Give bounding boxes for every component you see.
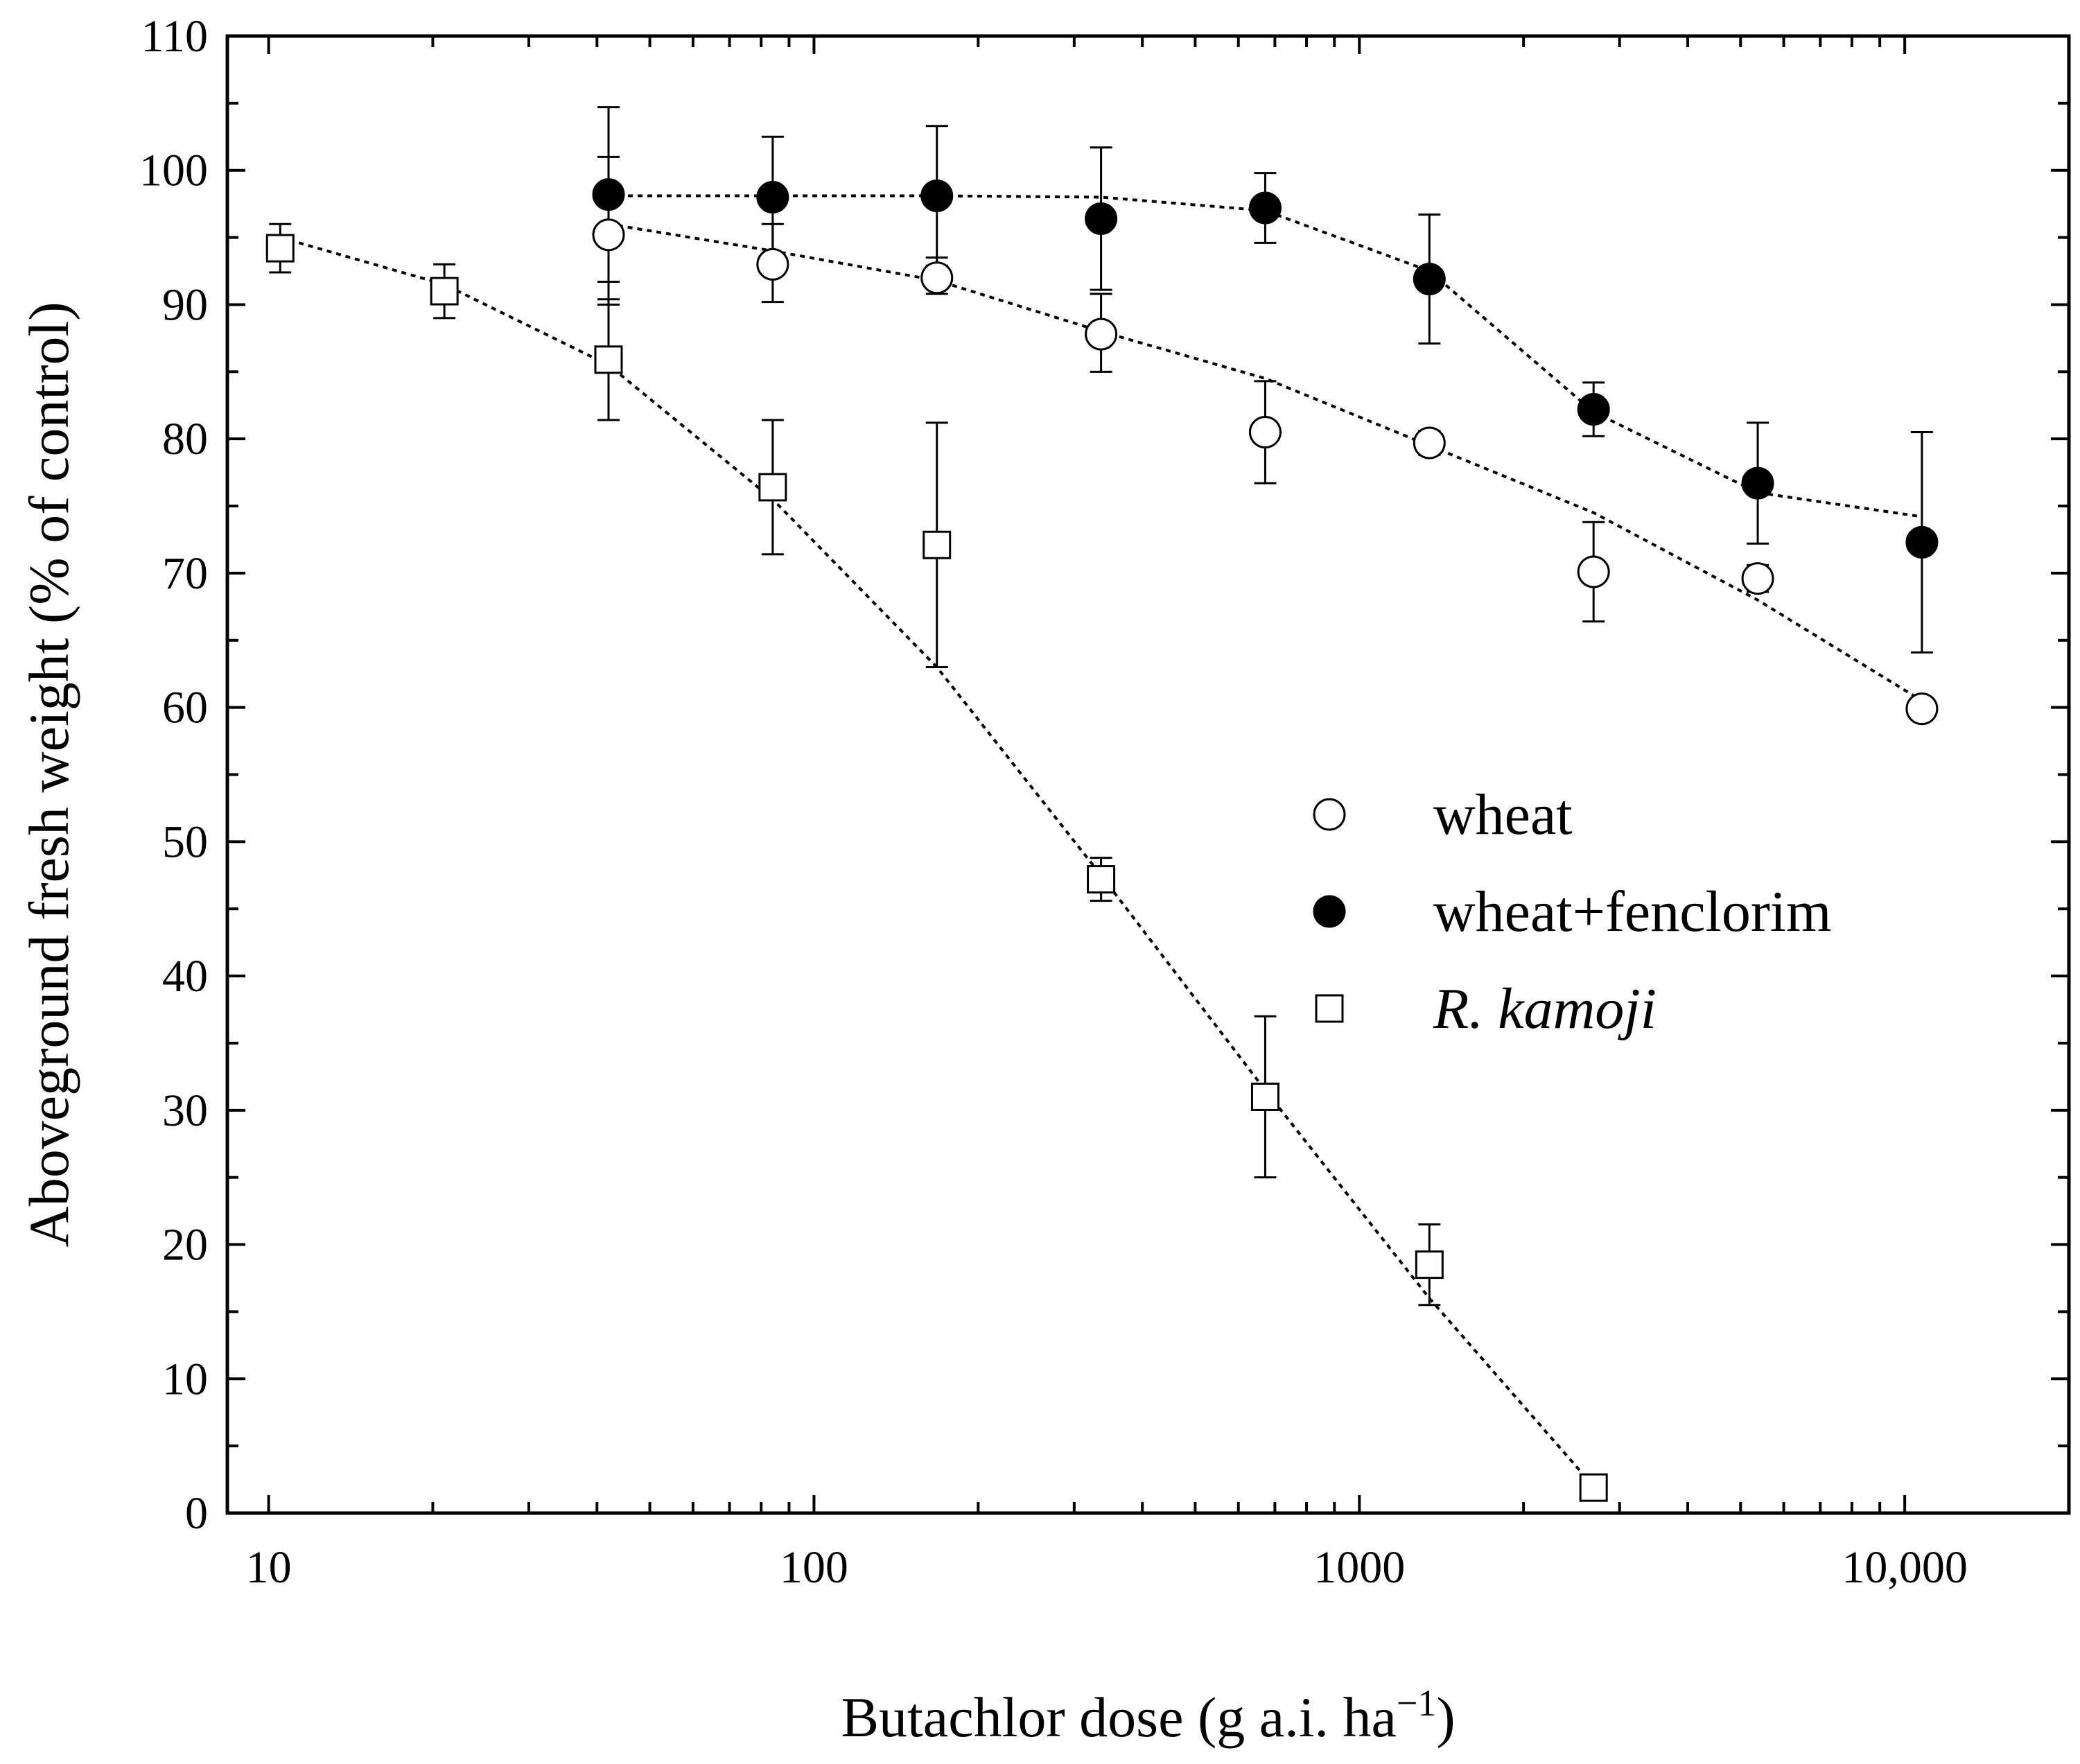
data-point-filled-circle bbox=[756, 180, 789, 213]
data-point-open-square bbox=[1579, 1473, 1608, 1502]
legend-item: R. kamoji bbox=[1315, 977, 1657, 1041]
data-point-filled-circle bbox=[592, 178, 625, 211]
markers bbox=[265, 178, 1939, 1502]
x-tick-label: 100 bbox=[780, 1542, 848, 1593]
data-point-open-circle bbox=[1741, 562, 1774, 595]
data-point-filled-circle bbox=[1577, 393, 1610, 426]
x-axis-title-superscript: −1 bbox=[1397, 1682, 1436, 1724]
legend-label: R. kamoji bbox=[1433, 977, 1657, 1041]
legend-marker-filled-circle bbox=[1313, 895, 1346, 928]
data-point-open-circle bbox=[920, 261, 954, 295]
data-point-filled-circle bbox=[1741, 466, 1774, 500]
data-point-open-circle bbox=[756, 247, 789, 281]
y-tick-label: 50 bbox=[162, 816, 208, 867]
data-point-filled-circle bbox=[1413, 263, 1446, 296]
data-point-filled-circle bbox=[1905, 525, 1939, 559]
y-tick-label: 20 bbox=[162, 1220, 208, 1270]
data-point-filled-circle bbox=[1248, 191, 1282, 225]
data-point-open-square bbox=[265, 234, 295, 263]
legend-marker-open-circle bbox=[1313, 798, 1346, 831]
data-point-open-square bbox=[1415, 1250, 1444, 1280]
axis-tick-labels: 0 10 20 30 40 50 60 70 80 90 100 110 10 100 1000 10,000 bbox=[139, 11, 1968, 1593]
y-tick-label: 100 bbox=[139, 146, 208, 196]
legend-item: wheat+fenclorim bbox=[1313, 880, 1831, 944]
data-point-open-circle bbox=[1248, 415, 1282, 448]
data-point-open-circle bbox=[1905, 692, 1939, 726]
legend-marker-open-square bbox=[1315, 994, 1344, 1023]
y-tick-label: 60 bbox=[162, 683, 208, 733]
y-axis-title: Aboveground fresh weight (% of control) bbox=[17, 302, 80, 1247]
y-tick-label: 70 bbox=[162, 548, 208, 599]
x-axis-title-main: Butachlor dose (g a.i. ha bbox=[841, 1686, 1397, 1749]
y-tick-label: 10 bbox=[162, 1354, 208, 1404]
legend-label: wheat bbox=[1433, 783, 1573, 847]
y-tick-label: 90 bbox=[162, 279, 208, 330]
y-tick-label: 0 bbox=[185, 1488, 208, 1539]
data-point-open-square bbox=[1087, 865, 1116, 894]
axis-ticks bbox=[227, 35, 2070, 1514]
y-tick-label: 30 bbox=[162, 1085, 208, 1136]
x-tick-label: 10 bbox=[246, 1542, 292, 1593]
x-tick-label: 1000 bbox=[1313, 1542, 1405, 1593]
legend-item: wheat bbox=[1313, 783, 1573, 847]
y-tick-label: 110 bbox=[141, 11, 208, 62]
data-point-open-square bbox=[1250, 1082, 1279, 1111]
data-point-open-circle bbox=[592, 218, 625, 252]
data-point-filled-circle bbox=[920, 180, 954, 213]
data-point-open-circle bbox=[1085, 317, 1118, 351]
data-point-open-square bbox=[594, 345, 623, 374]
x-axis-title: Butachlor dose (g a.i. ha−1) bbox=[841, 1682, 1455, 1749]
data-point-open-circle bbox=[1413, 426, 1446, 460]
data-point-filled-circle bbox=[1085, 202, 1118, 235]
y-tick-label: 40 bbox=[162, 951, 208, 1002]
x-axis-title-close: ) bbox=[1436, 1686, 1455, 1749]
data-point-open-square bbox=[758, 473, 787, 502]
legend-label: wheat+fenclorim bbox=[1433, 880, 1831, 944]
legend: wheat wheat+fenclorim R. kamoji bbox=[1313, 783, 1831, 1041]
data-point-open-square bbox=[923, 530, 952, 559]
x-tick-label: 10,000 bbox=[1842, 1542, 1968, 1593]
data-point-open-square bbox=[430, 277, 459, 306]
data-point-open-circle bbox=[1577, 555, 1610, 588]
y-tick-label: 80 bbox=[162, 414, 208, 464]
